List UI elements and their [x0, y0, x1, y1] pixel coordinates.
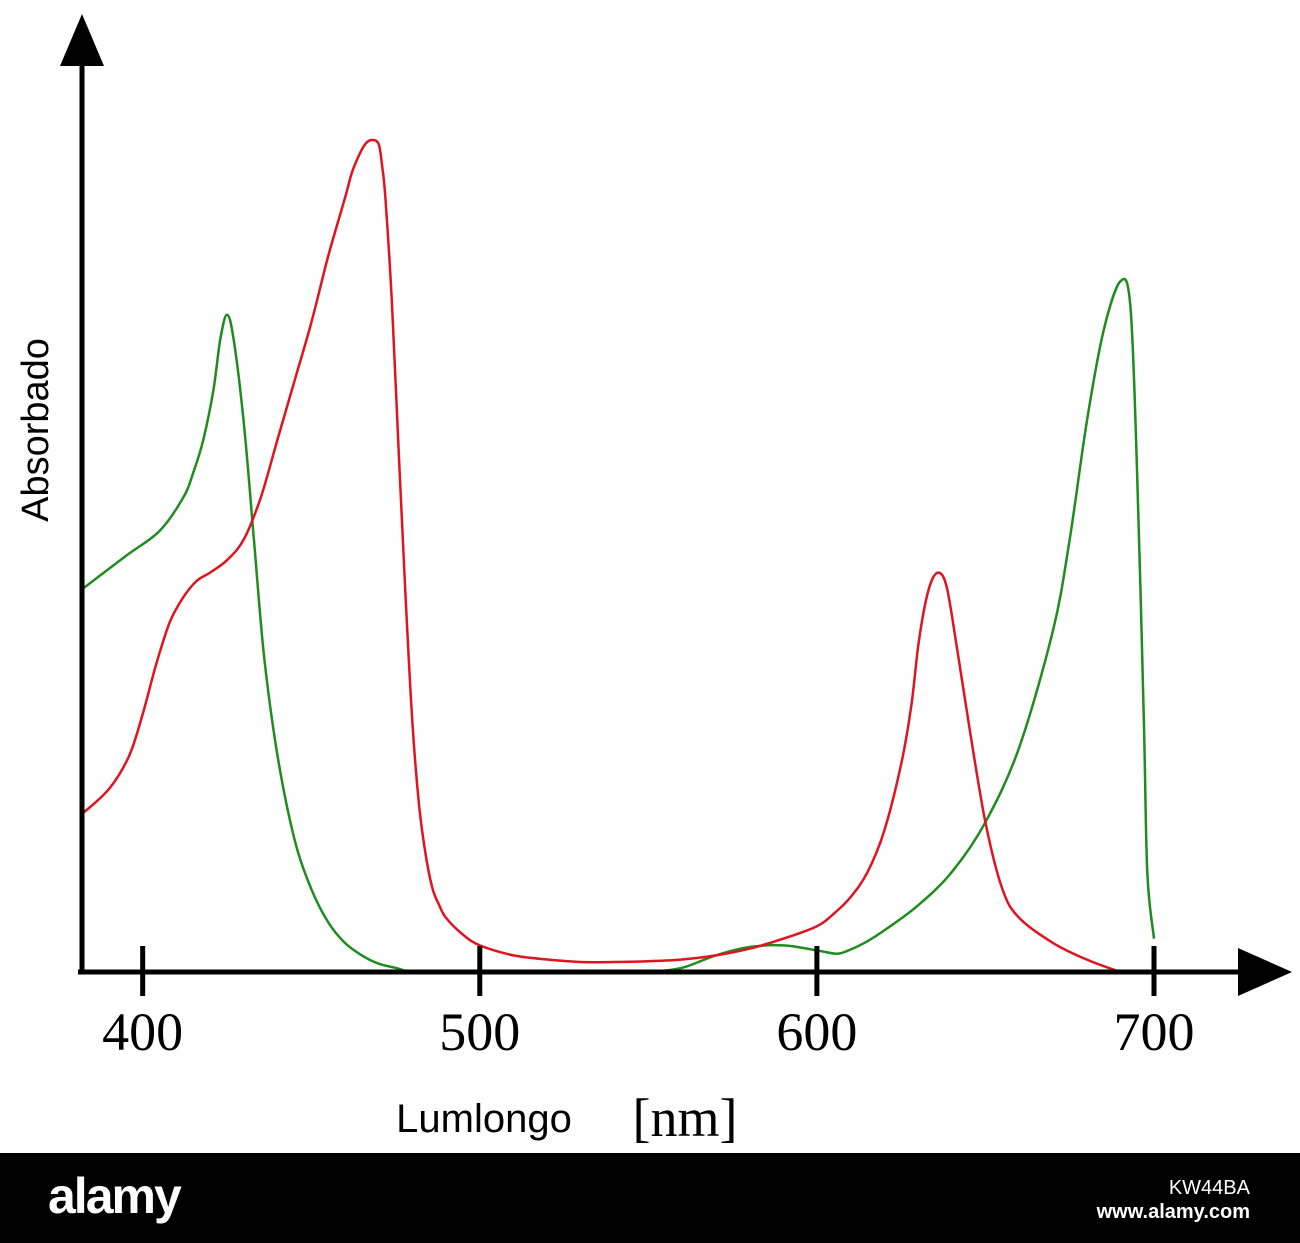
curves-layer — [81, 138, 1156, 974]
x-tick-label-700: 700 — [1114, 1002, 1195, 1062]
x-tick-label-600: 600 — [776, 1002, 857, 1062]
x-tick-label-400: 400 — [102, 1002, 183, 1062]
x-tick-label-500: 500 — [439, 1002, 520, 1062]
footer-url: www.alamy.com — [1096, 1201, 1250, 1223]
y-axis-arrowhead — [60, 14, 104, 66]
absorption-spectrum-chart: 400 500 600 700 Absorbado Lumlongo [nm] — [15, 14, 1292, 1148]
y-axis-label: Absorbado — [15, 338, 57, 522]
alamy-logo: alamy — [48, 1168, 182, 1224]
stock-footer-bar: alamy KW44BA www.alamy.com — [0, 1153, 1300, 1243]
series-line-1 — [81, 277, 1156, 974]
series-line-2 — [81, 138, 1121, 974]
x-ticks-layer: 400 500 600 700 — [102, 946, 1195, 1062]
x-axis-arrowhead — [1238, 948, 1292, 996]
x-axis-unit: [nm] — [633, 1088, 738, 1148]
x-axis-label: Lumlongo — [396, 1097, 572, 1141]
image-id: KW44BA — [1168, 1177, 1250, 1199]
